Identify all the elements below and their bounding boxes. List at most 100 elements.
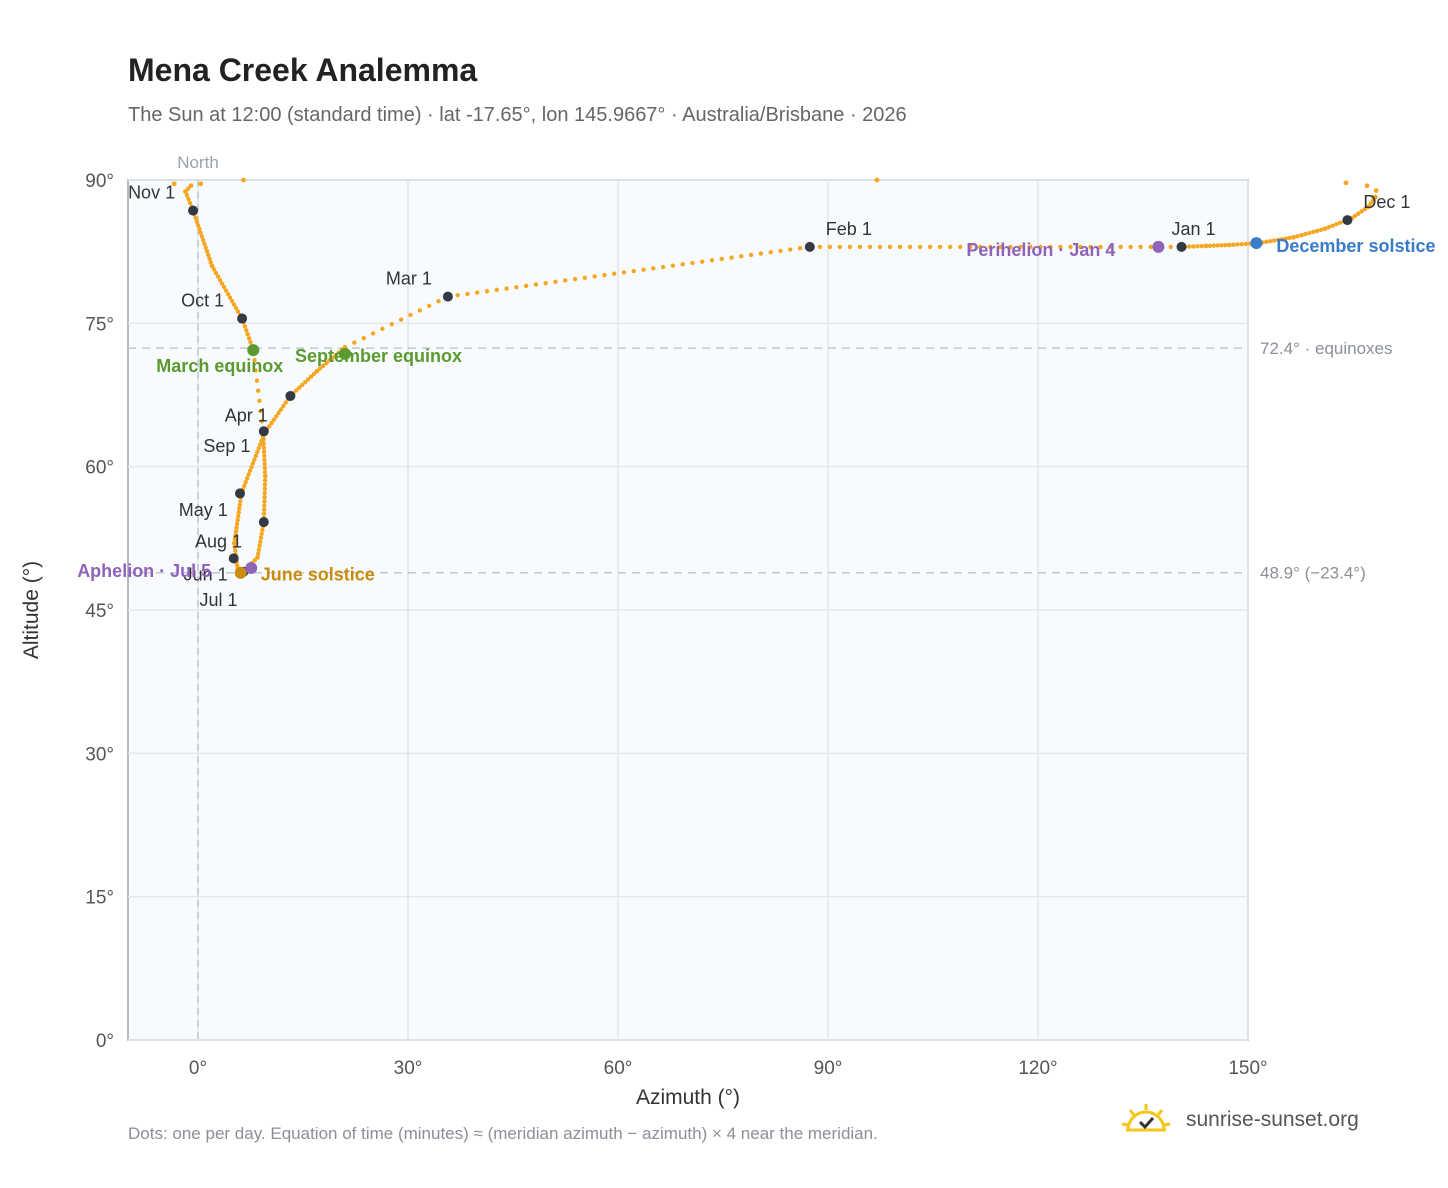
path-dot [234, 521, 240, 527]
path-dot [380, 326, 385, 332]
path-dot [426, 303, 432, 308]
y-tick-label: 60° [85, 458, 114, 479]
path-dot [231, 302, 237, 307]
path-dot [294, 388, 299, 393]
path-dot [269, 420, 274, 426]
path-dot [232, 540, 237, 546]
path-dot [221, 284, 227, 290]
path-dot [1366, 204, 1371, 210]
path-dot [233, 548, 238, 553]
path-dot [198, 181, 204, 187]
path-dot [621, 270, 627, 275]
month-label: Jan 1 [1171, 219, 1215, 239]
path-dot [998, 244, 1003, 250]
path-dot [260, 527, 265, 533]
path-dot [1356, 211, 1361, 216]
event-marker [1152, 240, 1165, 253]
path-dot [241, 177, 246, 183]
path-dot [408, 312, 413, 318]
north-label: North [177, 153, 219, 172]
month-marker [228, 553, 239, 564]
path-dot [729, 255, 734, 260]
path-dot [1371, 194, 1377, 200]
path-dot [877, 244, 883, 250]
path-dot [1343, 180, 1349, 186]
month-label: Aug 1 [195, 531, 242, 551]
path-dot [592, 274, 597, 279]
path-dot [249, 464, 254, 470]
path-dot [258, 539, 263, 544]
path-dot [262, 473, 268, 479]
path-dot [330, 355, 335, 361]
x-tick-label: 30° [394, 1058, 423, 1079]
event-label: March equinox [156, 356, 283, 376]
path-dot [248, 340, 253, 345]
path-dot [1264, 239, 1269, 244]
path-dot [194, 219, 200, 224]
path-dot [958, 244, 963, 250]
y-tick-label: 45° [85, 601, 114, 622]
path-dot [215, 274, 221, 279]
path-dot [1279, 237, 1285, 242]
path-dot [709, 258, 715, 263]
path-dot [209, 263, 215, 269]
path-dot [817, 244, 823, 250]
path-dot [259, 531, 264, 537]
path-dot [211, 267, 217, 272]
path-dot [232, 544, 238, 550]
path-dot [254, 378, 260, 383]
path-dot [1338, 220, 1343, 225]
path-dot [352, 340, 357, 345]
event-label: Perihelion · Jan 4 [966, 240, 1115, 260]
path-dot [314, 368, 320, 374]
path-dot [281, 403, 286, 409]
path-dot [232, 537, 238, 542]
path-dot [257, 543, 262, 548]
path-dot [1373, 188, 1379, 193]
path-dot [236, 510, 241, 515]
path-dot [651, 266, 656, 271]
path-dot [206, 252, 211, 258]
path-dot [261, 445, 267, 450]
path-dot [258, 535, 264, 541]
path-dot [261, 507, 267, 512]
path-dot [302, 379, 308, 385]
path-dot [680, 262, 685, 267]
path-dot [193, 215, 198, 221]
path-dot [1211, 243, 1216, 248]
path-dot [1291, 234, 1296, 240]
path-dot [256, 547, 262, 552]
path-dot [259, 418, 265, 424]
month-label: Jul 1 [199, 590, 237, 610]
path-dot [297, 385, 302, 390]
path-dot [1235, 242, 1240, 247]
brand[interactable]: sunrise-sunset.org [1120, 1100, 1359, 1140]
event-marker [1250, 237, 1263, 250]
path-dot [1364, 183, 1370, 189]
path-dot [1108, 244, 1113, 250]
path-dot [317, 366, 323, 371]
path-dot [183, 189, 188, 194]
month-marker [258, 426, 269, 437]
path-dot [203, 245, 208, 250]
path-dot [257, 442, 263, 447]
month-marker [1342, 215, 1353, 226]
path-dot [1207, 243, 1213, 248]
axes: 0° 30° 60° 90° 120° 150° 0° 15° 30° 45° 60° 75° 90° A… [20, 171, 1268, 1109]
path-dot [252, 558, 257, 563]
path-dot [1322, 226, 1328, 232]
path-dot [242, 483, 247, 489]
path-dot [262, 494, 267, 500]
path-dot [217, 277, 223, 283]
path-dot [1068, 244, 1073, 250]
chart-subtitle: The Sun at 12:00 (standard time) · lat -… [128, 104, 907, 126]
path-dot [238, 498, 243, 504]
path-dot [261, 511, 267, 516]
path-dot [271, 417, 277, 422]
footnote: Dots: one per day. Equation of time (min… [128, 1124, 878, 1143]
path-dot [262, 499, 267, 504]
path-dot [1303, 231, 1308, 237]
path-dot [233, 305, 239, 311]
path-dot [250, 461, 256, 466]
path-dot [857, 244, 863, 250]
